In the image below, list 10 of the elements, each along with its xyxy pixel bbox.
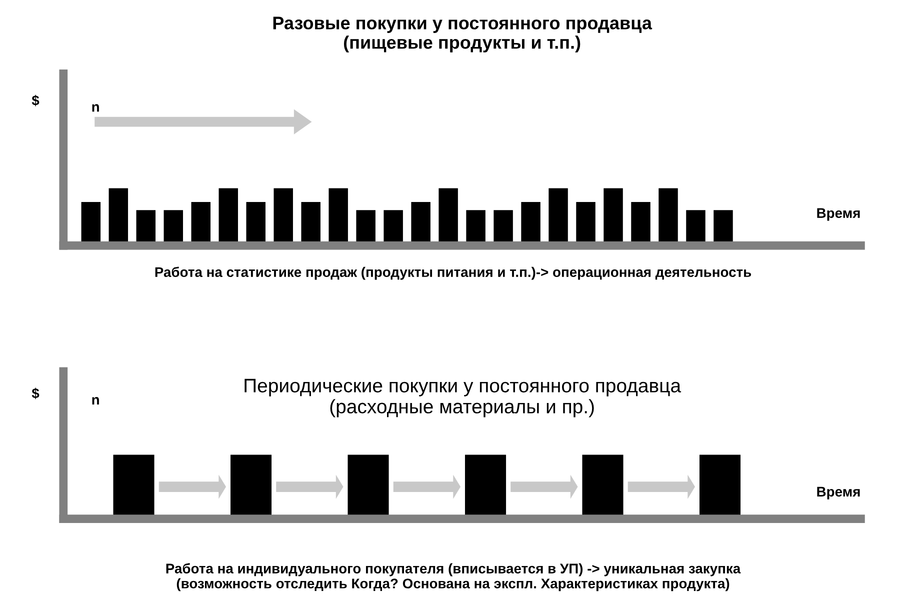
chart-title: Периодические покупки у постоянного продавца (расходные материалы и пр.): [244, 378, 682, 418]
y-axis-title: $: [32, 388, 40, 400]
chart-title: Разовые покупки у постоянного продавца (пищевые продукты и т.п.): [273, 16, 652, 52]
text: n: [92, 104, 99, 112]
y-axis-title: $: [32, 94, 40, 106]
text: Работа на индивидуального покупателя (вписывается в УП) -> уникальная закупка (возможность отследить Когда? Основана на экспл. Характеристиках продукта): [166, 563, 741, 592]
text: n: [92, 397, 99, 405]
x-axis-title: Время: [817, 208, 860, 221]
x-axis-title: Время: [817, 486, 860, 500]
text: Работа на статистике продаж (продукты питания и т.п.)-> операционная деятельность: [155, 266, 752, 280]
